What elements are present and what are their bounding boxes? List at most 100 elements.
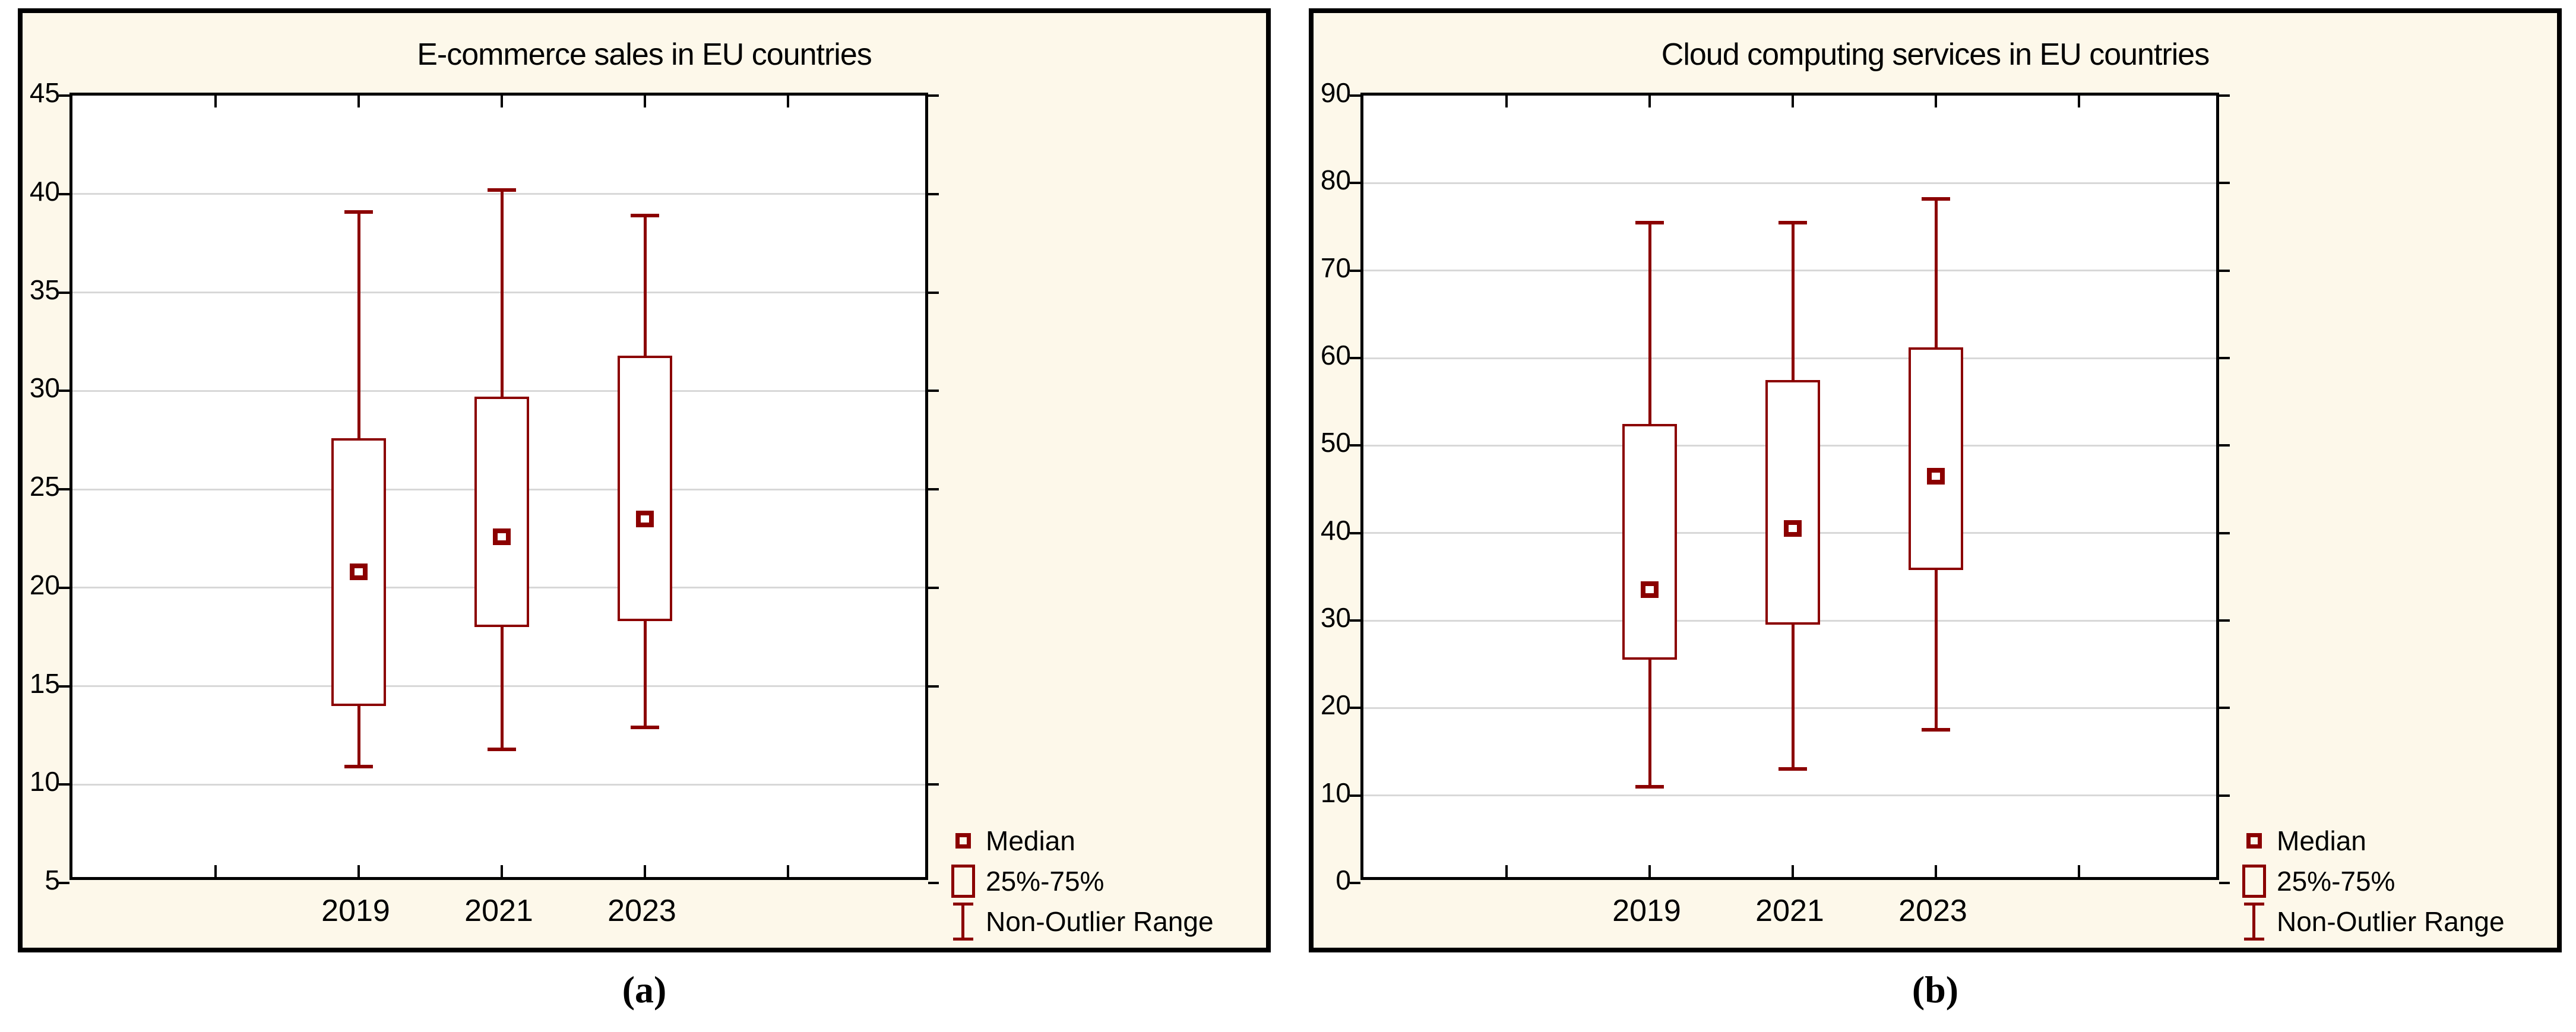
gridline [1363,182,2216,184]
whisker-cap-top [631,214,659,218]
gridline [72,783,925,786]
plot-area [1350,93,2230,884]
y-axis-tick [2219,794,2230,797]
iqr-box [1622,423,1677,660]
gridline [72,292,925,293]
iqr-box [618,355,672,622]
y-axis-tick [928,94,939,97]
x-axis-tick [787,865,789,877]
legend-label: Median [2277,825,2366,856]
x-category-label: 2023 [607,894,676,928]
y-axis-tick [59,882,69,884]
gridline [1363,357,2216,359]
y-tick-label: 45 [29,77,60,108]
x-axis-tick [2078,865,2080,877]
y-axis-tick [928,291,939,294]
median-marker [1784,520,1802,537]
median-marker [1641,581,1659,599]
y-tick-label: 80 [1320,164,1351,196]
y-tick-label: 50 [1320,427,1351,458]
y-axis-tick [928,783,939,786]
y-tick-label: 70 [1320,252,1351,283]
x-axis-tick [1935,865,1937,877]
y-axis-tick [59,783,69,786]
y-tick-label: 90 [1320,77,1351,108]
x-axis-tick [1648,865,1651,877]
legend-label: Median [986,825,1075,856]
x-axis-tick [1505,865,1508,877]
y-axis-tick [2219,531,2230,534]
y-tick-label: 15 [29,667,60,699]
legend-item-non-outlier-range: Non-Outlier Range [2235,901,2505,942]
iqr-box-icon [2242,865,2266,898]
y-axis-tick [928,882,939,884]
y-axis-tick [2219,619,2230,622]
y-axis-tick [2219,882,2230,884]
x-axis-tick [2078,96,2080,107]
x-axis-tick [357,865,360,877]
legend-label: Non-Outlier Range [2277,906,2505,937]
gridline [72,390,925,392]
y-axis-tick [1350,619,1360,622]
x-category-label: 2019 [321,894,390,928]
whisker-cap-bottom [1635,784,1664,789]
x-axis-tick [357,96,360,107]
whisker-cap-top [1778,220,1807,224]
gridline [72,685,925,687]
x-axis-tick [644,96,646,107]
whisker-cap-top [1635,220,1664,224]
iqr-box [1909,347,1963,570]
y-axis-tick [1350,357,1360,359]
median-marker-icon [2246,833,2262,849]
median-marker [493,528,511,545]
y-axis-tick [1350,269,1360,272]
legend-label: 25%-75% [2277,866,2395,897]
gridline [1363,794,2216,797]
whisker-range-icon [2242,903,2266,941]
y-axis-tick [1350,94,1360,97]
whisker-range-icon [951,903,975,941]
plot-area [59,93,939,884]
chart-panel-a: E-commerce sales in EU countries Median … [18,8,1271,952]
y-axis-tick [1350,531,1360,534]
y-tick-label: 30 [29,372,60,404]
iqr-box-icon [951,865,975,898]
chart-panel-b: Cloud computing services in EU countries… [1309,8,2562,952]
y-axis-tick [59,94,69,97]
legend: Median 25%-75% Non-Outlier Range [944,821,1214,942]
whisker-cap-bottom [344,765,373,769]
y-axis-tick [1350,444,1360,447]
subfigure-caption-b: (b) [1912,968,1959,1011]
x-axis-tick [214,865,217,877]
legend-item-median: Median [2235,821,2505,861]
y-tick-label: 60 [1320,340,1351,371]
whisker-cap-bottom [1922,728,1950,732]
x-axis-tick [1935,96,1937,107]
y-tick-label: 35 [29,274,60,305]
x-category-label: 2023 [1898,894,1967,928]
median-marker [636,510,654,527]
y-axis-tick [2219,94,2230,97]
legend-item-non-outlier-range: Non-Outlier Range [944,901,1214,942]
x-axis-tick [644,865,646,877]
y-axis-tick [59,192,69,195]
y-axis-tick [1350,707,1360,710]
y-tick-label: 0 [1336,865,1351,895]
x-axis-tick [214,96,217,107]
y-axis-tick [2219,182,2230,185]
y-tick-label: 10 [1320,777,1351,808]
x-category-label: 2021 [464,894,533,928]
median-marker [350,564,368,581]
y-tick-label: 30 [1320,602,1351,633]
y-tick-label: 20 [1320,689,1351,721]
y-axis-tick [59,390,69,392]
gridline [1363,270,2216,272]
y-axis-tick [59,586,69,589]
iqr-box [1765,379,1820,625]
x-axis-tick [1792,865,1794,877]
y-axis-tick [928,390,939,392]
x-axis-tick [1505,96,1508,107]
subfigure-caption-a: (a) [622,968,667,1011]
y-axis-tick [928,685,939,688]
